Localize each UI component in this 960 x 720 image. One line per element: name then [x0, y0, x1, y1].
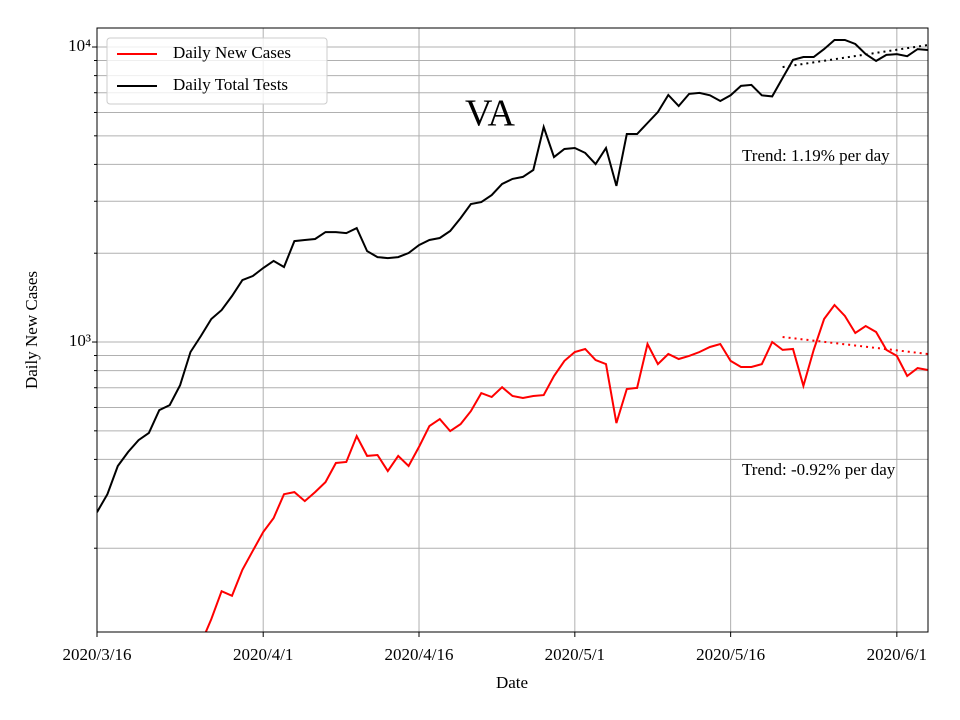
x-tick-label: 2020/3/16 — [63, 645, 132, 664]
trend-line — [782, 336, 928, 355]
x-tick-label: 2020/4/16 — [385, 645, 454, 664]
x-tick-label: 2020/6/1 — [867, 645, 927, 664]
plot-frame — [96, 27, 929, 633]
x-tick-label: 2020/4/1 — [233, 645, 293, 664]
annotation: Trend: 1.19% per day — [742, 146, 890, 165]
annotation: VA — [465, 93, 516, 135]
series-line — [204, 303, 928, 632]
x-axis-label: Date — [496, 673, 528, 692]
trend-line — [782, 44, 928, 69]
y-tick-label: 10⁴ — [68, 36, 91, 55]
y-axis-label: Daily New Cases — [22, 271, 41, 389]
y-tick-label: 10³ — [69, 331, 91, 350]
legend-box — [106, 37, 328, 105]
annotation: Trend: -0.92% per day — [742, 460, 896, 479]
legend-label: Daily Total Tests — [173, 75, 288, 94]
legend-label: Daily New Cases — [173, 43, 291, 62]
x-tick-label: 2020/5/16 — [696, 645, 765, 664]
x-tick-label: 2020/5/1 — [545, 645, 605, 664]
